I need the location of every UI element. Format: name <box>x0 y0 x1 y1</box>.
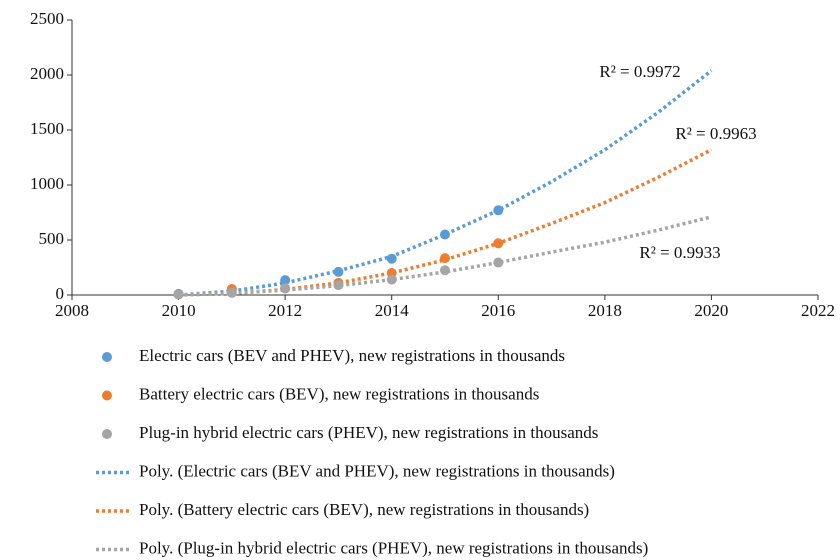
x-tick-label: 2016 <box>481 301 515 320</box>
legend-label: Poly. (Battery electric cars (BEV), new … <box>139 500 589 519</box>
data-point <box>386 253 397 264</box>
x-tick-label: 2014 <box>375 301 410 320</box>
annotation: R² = 0.9972 <box>599 62 680 81</box>
x-tick-label: 2008 <box>55 301 89 320</box>
data-point <box>333 280 344 291</box>
annotation: R² = 0.9963 <box>675 124 756 143</box>
data-point <box>493 257 504 268</box>
y-tick-label: 500 <box>39 229 65 248</box>
data-point <box>386 274 397 285</box>
legend-marker <box>102 352 112 362</box>
y-tick-label: 1000 <box>30 174 64 193</box>
x-tick-label: 2012 <box>268 301 302 320</box>
data-point <box>493 238 504 249</box>
x-tick-label: 2020 <box>694 301 728 320</box>
data-point <box>440 265 450 276</box>
data-point <box>333 266 344 277</box>
legend-label: Poly. (Electric cars (BEV and PHEV), new… <box>139 461 615 480</box>
legend-marker <box>102 429 112 439</box>
x-tick-label: 2010 <box>162 301 196 320</box>
data-point <box>280 283 291 294</box>
data-point <box>493 205 504 216</box>
data-point <box>440 253 450 264</box>
y-tick-label: 1500 <box>30 119 64 138</box>
y-tick-label: 2000 <box>30 64 64 83</box>
legend-label: Plug-in hybrid electric cars (PHEV), new… <box>139 423 598 442</box>
x-tick-label: 2018 <box>588 301 622 320</box>
y-tick-label: 2500 <box>30 9 64 28</box>
data-point <box>280 275 291 286</box>
legend-label: Poly. (Plug-in hybrid electric cars (PHE… <box>139 538 648 557</box>
legend-marker <box>102 390 112 401</box>
x-tick-label: 2022 <box>801 301 835 320</box>
data-point <box>226 287 237 298</box>
y-tick-label: 0 <box>56 284 65 303</box>
data-point <box>173 289 184 300</box>
data-point <box>440 229 450 240</box>
legend-label: Electric cars (BEV and PHEV), new regist… <box>139 346 565 365</box>
legend-label: Battery electric cars (BEV), new registr… <box>139 384 539 403</box>
annotation: R² = 0.9933 <box>639 243 720 262</box>
